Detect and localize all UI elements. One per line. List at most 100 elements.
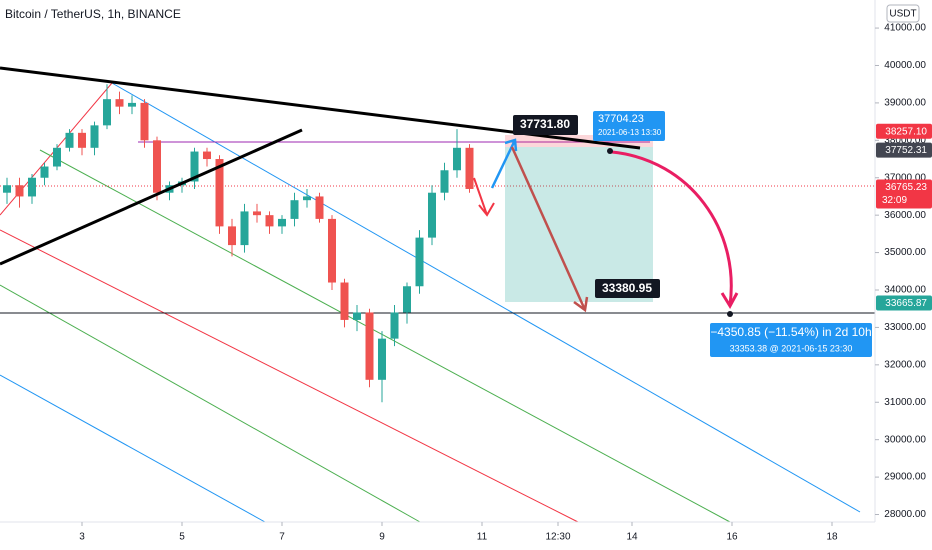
change-label: −4350.85 (−11.54%) in 2d 10h [710,325,871,339]
label-box [593,111,665,141]
target-zone [505,147,653,302]
candle-body [290,200,299,219]
y-tick-label: 29000.00 [884,472,926,483]
price-tag [876,123,932,139]
price-tag-label: 36765.23 [885,182,927,193]
candle-body [103,99,111,126]
candle-body [340,282,349,320]
x-tick-label: 16 [726,532,738,543]
x-tick-label: 18 [826,532,838,543]
candle-body [403,286,411,313]
y-tick-label: 31000.00 [884,397,926,408]
candle-body [453,147,461,171]
y-tick-label: 30000.00 [884,434,926,445]
candle-body [228,226,236,246]
candle-body [378,338,386,380]
candle-body [203,151,211,160]
countdown: 32:09 [882,195,907,206]
y-tick-label: 34000.00 [884,285,926,296]
chart-title: Bitcoin / TetherUS, 1h, BINANCE [5,7,181,21]
candle-body [240,211,249,246]
pitchfork-line [39,149,731,523]
candle-body [140,102,149,141]
candle-body [3,185,11,193]
price-tag-label: 38257.10 [885,126,927,137]
currency: USDT [889,9,916,20]
time-axis [0,522,932,550]
change-detail: 33353.38 @ 2021-06-15 23:30 [730,343,853,353]
candle-body [365,312,374,380]
candle-body [440,170,449,193]
candle-body [115,99,124,107]
candle-body [353,312,361,320]
axes: 28000.00 29000.00 30000.00 31000.00 32000.00… [79,23,932,543]
candle-body [215,159,224,227]
candle-body [415,237,424,287]
y-tick-label: 28000.00 [884,509,926,520]
y-tick-label: 38000.00 [884,135,926,146]
x-tick-label: 12:30 [545,532,570,543]
y-tick-label: 35000.00 [884,247,926,258]
y-tick-label: 33000.00 [884,322,926,333]
label-box [595,279,660,298]
candle-body [465,147,474,189]
candles [3,84,474,403]
candle-body [28,177,36,197]
pitchfork-line [0,374,266,523]
price-tag-label: 33665.87 [885,298,927,309]
x-tick-label: 7 [279,532,285,543]
overlay: 37731.80 37704.23 2021-06-13 13:30 33380… [0,66,872,357]
candle-body [128,102,136,107]
drawings [0,82,875,523]
y-tick-label: 39000.00 [884,98,926,109]
y-tick-label: 40000.00 [884,60,926,71]
x-tick-label: 9 [379,532,385,543]
candle-body [390,312,399,339]
candle-body [253,211,261,216]
candle-body [40,166,49,178]
candle-body [303,196,311,201]
y-tick-label: 32000.00 [884,359,926,370]
candle-body [78,132,86,148]
candle-body [278,218,286,227]
pitchfork-line [0,284,421,523]
candle-body [328,218,336,283]
label-box [513,115,578,135]
entry-label: 37731.80 [520,117,570,131]
price-tag-label: 37752.31 [885,145,927,156]
arrow [473,177,495,217]
curved-arrow [611,150,739,310]
point [607,148,613,154]
y-tick-label: 41000.00 [884,23,926,34]
candle-body [15,185,24,197]
candle-body [90,125,99,148]
candle-body [315,196,324,219]
price-tag [876,179,932,209]
arrow [510,146,589,313]
trend-line [0,128,303,266]
x-tick-label: 11 [477,532,488,543]
target-label: 33380.95 [602,281,652,295]
candle-body [65,132,74,148]
price-axis [875,0,932,550]
candle-body [53,147,61,167]
pitchfork-line [0,229,579,523]
price-tag [876,295,932,311]
currency-box [886,4,920,23]
x-tick-label: 14 [626,532,638,543]
pitchfork-line [111,82,861,513]
candle-body [190,151,199,182]
candle-body [265,215,274,227]
y-tick-label: 36000.00 [884,210,926,221]
point [727,311,733,317]
candle-body [153,140,161,193]
price-tag [876,142,932,158]
point-price: 37704.23 [598,113,644,125]
x-tick-label: 5 [179,532,185,543]
label-box [710,323,872,357]
point-date: 2021-06-13 13:30 [598,128,662,137]
x-tick-label: 3 [79,532,85,543]
y-tick-label: 37000.00 [884,172,926,183]
